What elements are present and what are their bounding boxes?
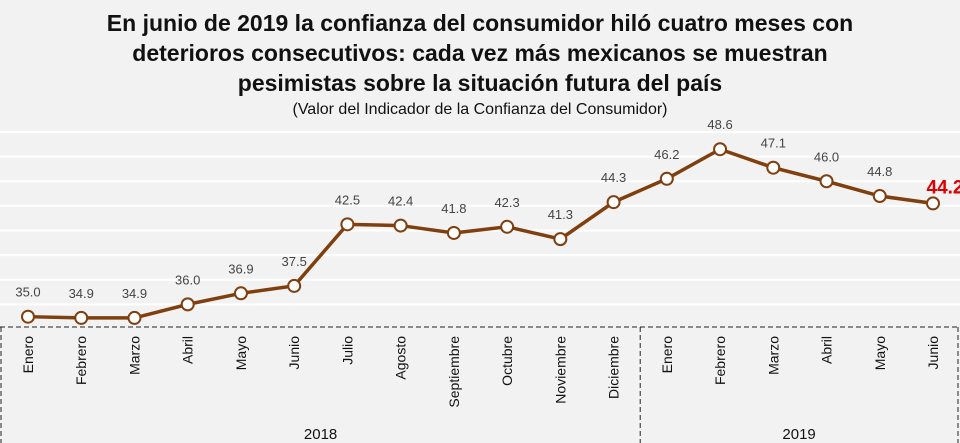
data-label: 36.9 (228, 261, 253, 276)
data-label: 47.1 (761, 136, 786, 151)
data-label: 36.0 (175, 272, 200, 287)
data-label: 42.3 (494, 195, 519, 210)
data-label: 42.5 (335, 192, 360, 207)
category-label: Marzo (765, 336, 781, 375)
category-label: Junio (286, 336, 302, 370)
data-point (127, 310, 142, 325)
data-label: 34.9 (69, 286, 94, 301)
data-label: 46.2 (654, 147, 679, 162)
data-point (766, 160, 781, 175)
data-point (713, 142, 728, 157)
category-label: Enero (20, 336, 36, 374)
data-point (659, 171, 674, 186)
group-label: 2018 (304, 426, 337, 443)
category-label: Noviembre (552, 336, 568, 404)
data-label: 37.5 (282, 254, 307, 269)
data-label: 48.6 (707, 117, 732, 132)
category-label: Mayo (872, 336, 888, 370)
data-point (446, 225, 461, 240)
data-point (819, 174, 834, 189)
title-line: deterioros consecutivos: cada vez más me… (132, 40, 828, 66)
group-label: 2019 (782, 426, 815, 443)
title-line: En junio de 2019 la confianza del consum… (106, 10, 854, 36)
category-label: Junio (925, 336, 941, 370)
chart-title: En junio de 2019 la confianza del consum… (0, 8, 960, 98)
title-line: pesimistas sobre la situación futura del… (237, 70, 723, 96)
category-label: Agosto (393, 336, 409, 380)
category-label: Enero (659, 336, 675, 374)
chart-subtitle: (Valor del Indicador de la Confianza del… (292, 101, 668, 118)
data-point (287, 278, 302, 293)
data-point (553, 232, 568, 247)
category-label: Octubre (499, 336, 515, 386)
data-point (606, 195, 621, 210)
data-label: 41.3 (548, 207, 573, 222)
data-label: 35.0 (15, 285, 40, 300)
data-point (340, 217, 355, 232)
category-label: Julio (339, 336, 355, 365)
data-point (74, 310, 89, 325)
category-label: Abril (819, 336, 835, 364)
data-point (500, 219, 515, 234)
data-label: 44.2 (927, 177, 960, 198)
category-label: Febrero (712, 336, 728, 385)
category-label: Septiembre (446, 336, 462, 408)
category-label: Mayo (233, 336, 249, 370)
category-label: Febrero (73, 336, 89, 385)
data-point (393, 218, 408, 233)
data-point (180, 297, 195, 312)
data-point (926, 196, 940, 211)
category-label: Abril (180, 336, 196, 364)
data-point (233, 286, 248, 301)
data-label: 44.8 (867, 164, 892, 179)
category-label: Marzo (126, 336, 142, 375)
series-line (27, 147, 934, 320)
data-label: 46.0 (814, 149, 839, 164)
data-point (872, 189, 887, 204)
data-point (21, 309, 35, 324)
data-label: 42.4 (388, 194, 413, 209)
category-label: Diciembre (606, 336, 622, 399)
data-label: 34.9 (122, 286, 147, 301)
data-label: 44.3 (601, 170, 626, 185)
data-label: 41.8 (441, 201, 466, 216)
